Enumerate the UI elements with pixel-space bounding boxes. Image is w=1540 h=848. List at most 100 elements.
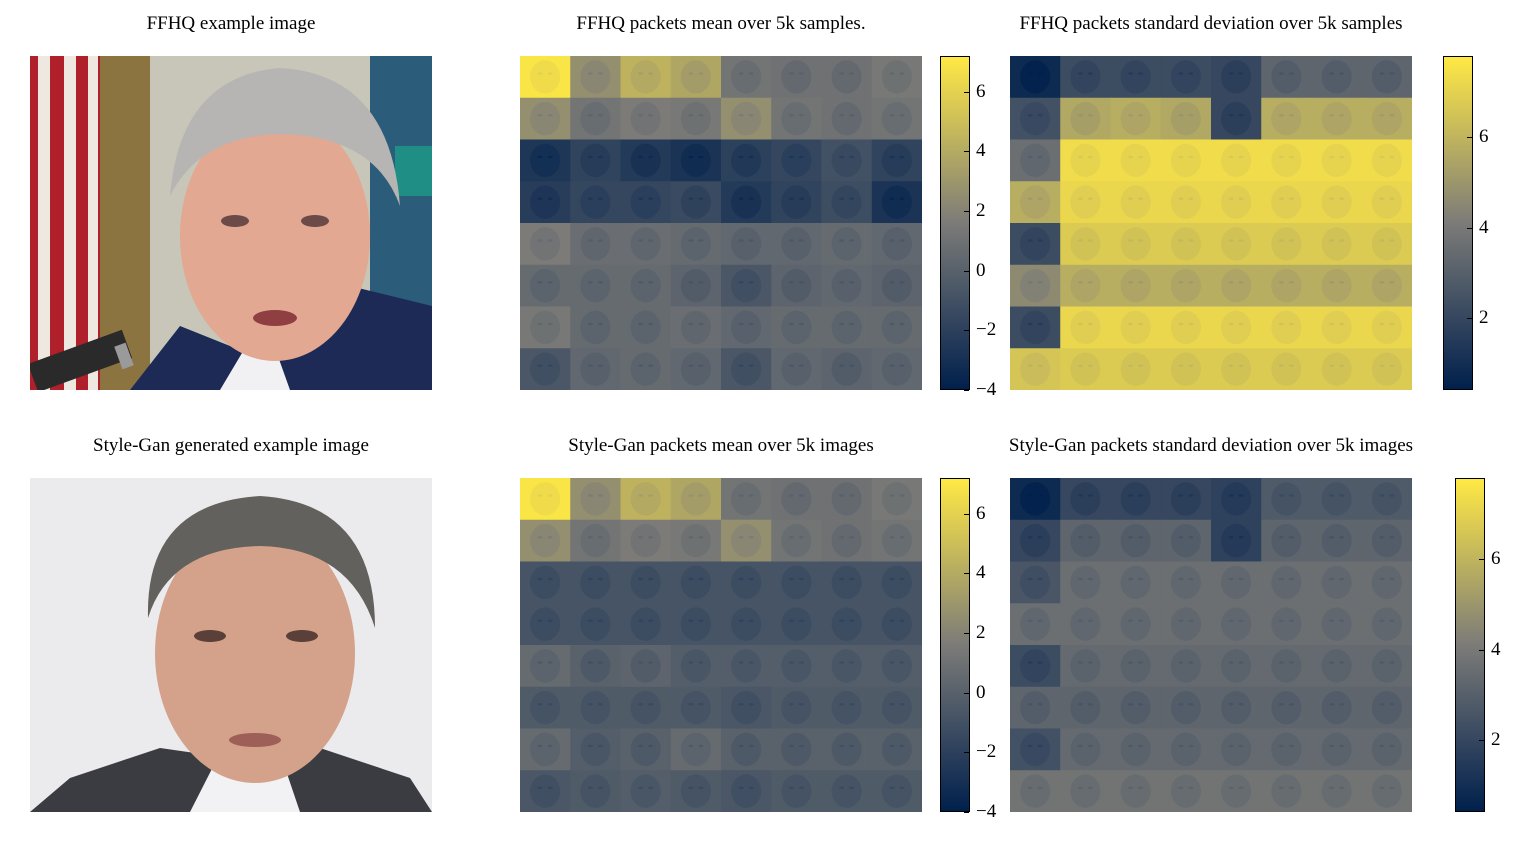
heatmap-cell <box>520 519 571 562</box>
heatmap-cell <box>520 478 571 521</box>
heatmap-cell <box>1261 348 1312 390</box>
heatmap-cell <box>1160 56 1212 99</box>
ffhq-mean-title: FFHQ packets mean over 5k samples. <box>576 13 866 34</box>
heatmap-cell <box>1311 97 1363 140</box>
heatmap-cell <box>1361 686 1412 729</box>
colorbar-tick-label: 4 <box>1479 217 1489 238</box>
heatmap-cell <box>570 56 621 99</box>
colorbar-tick-mark <box>964 573 969 574</box>
heatmap-cell <box>1261 264 1312 307</box>
heatmap-cell <box>520 306 571 349</box>
colorbar-tick-label: 4 <box>976 562 986 583</box>
heatmap-cell <box>620 181 672 224</box>
heatmap-cell <box>1261 603 1312 646</box>
heatmap-cell <box>821 181 873 224</box>
heatmap-cell <box>670 97 722 140</box>
heatmap-cell <box>670 686 722 729</box>
heatmap-cell <box>1160 97 1212 140</box>
colorbar-tick-label: 2 <box>976 200 986 221</box>
heatmap-cell <box>1060 181 1111 224</box>
heatmap-cell <box>1261 478 1312 521</box>
heatmap-cell <box>1160 603 1212 646</box>
heatmap-cell <box>520 348 571 390</box>
heatmap-cell <box>1160 478 1212 521</box>
colorbar-tick-label: −4 <box>976 379 997 400</box>
heatmap-cell <box>1311 478 1363 521</box>
heatmap-cell <box>1110 223 1162 266</box>
ffhq-std-heatmap <box>1010 56 1412 390</box>
heatmap-cell <box>1361 97 1412 140</box>
heatmap-cell <box>1311 728 1363 771</box>
heatmap-cell <box>670 56 722 99</box>
colorbar-tick-label: 0 <box>976 682 986 703</box>
heatmap-cell <box>620 56 672 99</box>
heatmap-cell <box>670 770 722 812</box>
heatmap-cell <box>821 686 873 729</box>
heatmap-cell <box>1211 264 1262 307</box>
heatmap-cell <box>721 56 772 99</box>
heatmap-cell <box>771 56 822 99</box>
heatmap-cell <box>670 306 722 349</box>
heatmap-cell <box>771 306 822 349</box>
heatmap-cell <box>721 97 772 140</box>
heatmap-cell <box>721 348 772 390</box>
heatmap-cell <box>771 561 822 604</box>
heatmap-cell <box>871 264 922 307</box>
heatmap-cell <box>1060 728 1111 771</box>
heatmap-cell <box>821 478 873 521</box>
heatmap-cell <box>620 264 672 307</box>
heatmap-cell <box>771 97 822 140</box>
heatmap-cell <box>821 348 873 390</box>
colorbar-tick-label: 4 <box>976 140 986 161</box>
heatmap-cell <box>1311 139 1363 182</box>
colorbar-tick-mark <box>964 271 969 272</box>
colorbar-tick-mark <box>964 812 969 813</box>
colorbar-tick-label: 6 <box>1491 548 1501 569</box>
colorbar-tick-label: 6 <box>976 503 986 524</box>
heatmap-cell <box>520 728 571 771</box>
colorbar-tick-label: 2 <box>1479 307 1489 328</box>
heatmap-cell <box>670 223 722 266</box>
heatmap-cell <box>821 770 873 812</box>
heatmap-cell <box>1361 306 1412 349</box>
colorbar-tick-mark <box>964 151 969 152</box>
heatmap-cell <box>670 728 722 771</box>
heatmap-cell <box>1110 306 1162 349</box>
heatmap-cell <box>871 645 922 688</box>
colorbar-tick-label: −2 <box>976 741 997 762</box>
heatmap-cell <box>1010 519 1061 562</box>
heatmap-cell <box>1361 56 1412 99</box>
colorbar-tick-label: 4 <box>1491 639 1501 660</box>
heatmap-cell <box>1110 264 1162 307</box>
heatmap-cell <box>1261 770 1312 812</box>
heatmap-cell <box>520 181 571 224</box>
heatmap-cell <box>1110 519 1162 562</box>
heatmap-cell <box>1010 181 1061 224</box>
heatmap-cell <box>1060 223 1111 266</box>
heatmap-cell <box>871 770 922 812</box>
heatmap-cell <box>1361 645 1412 688</box>
heatmap-cell <box>721 728 772 771</box>
colorbar-tick-label: 6 <box>976 81 986 102</box>
heatmap-cell <box>721 264 772 307</box>
heatmap-cell <box>1361 478 1412 521</box>
heatmap-cell <box>1060 97 1111 140</box>
heatmap-cell <box>1060 561 1111 604</box>
heatmap-cell <box>1010 686 1061 729</box>
heatmap-cell <box>520 56 571 99</box>
colorbar-tick-mark <box>964 211 969 212</box>
heatmap-cell <box>871 519 922 562</box>
heatmap-cell <box>1060 264 1111 307</box>
heatmap-cell <box>1311 181 1363 224</box>
heatmap-cell <box>821 645 873 688</box>
heatmap-cell <box>1361 223 1412 266</box>
ffhq-mean-heatmap <box>520 56 922 390</box>
heatmap-cell <box>1261 686 1312 729</box>
colorbar-tick-mark <box>1479 559 1484 560</box>
heatmap-cell <box>1361 728 1412 771</box>
heatmap-cell <box>670 519 722 562</box>
heatmap-cell <box>1211 181 1262 224</box>
heatmap-cell <box>1060 645 1111 688</box>
heatmap-cell <box>771 728 822 771</box>
heatmap-cell <box>1010 728 1061 771</box>
